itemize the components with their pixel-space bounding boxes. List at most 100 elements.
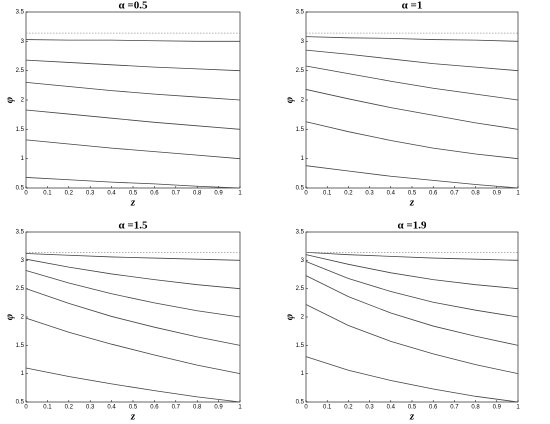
x-tick-label: 0 [304, 191, 308, 197]
curve [25, 270, 241, 318]
y-tick-label: 3 [21, 39, 25, 45]
y-tick-label: 0.5 [16, 186, 25, 192]
x-axis-label: z [409, 197, 415, 209]
y-tick-label: 1.5 [296, 127, 305, 133]
x-tick-label: 1 [516, 405, 520, 411]
x-axis-label: z [409, 411, 415, 423]
x-tick-label: 0.5 [408, 405, 417, 411]
x-tick-label: 0.2 [65, 191, 74, 197]
x-tick-label: 0 [24, 405, 28, 411]
curve [25, 367, 241, 403]
x-tick-label: 0.9 [214, 405, 223, 411]
x-tick-label: 0.4 [107, 405, 116, 411]
curve [25, 253, 241, 261]
x-tick-label: 0.3 [86, 191, 95, 197]
x-tick-label: 0.6 [429, 405, 438, 411]
y-tick-label: 1 [21, 371, 25, 377]
x-tick-label: 0.3 [365, 191, 374, 197]
curve [305, 121, 519, 160]
curve [305, 304, 519, 375]
y-tick-label: 2 [21, 315, 25, 321]
y-tick-label: 2.5 [16, 286, 25, 292]
curve [305, 89, 519, 130]
x-tick-label: 0.3 [365, 405, 374, 411]
curve [305, 261, 519, 318]
curve [305, 49, 519, 72]
x-tick-label: 0.9 [214, 191, 223, 197]
x-tick-label: 0.6 [150, 191, 159, 197]
y-axis-label: φ [284, 96, 296, 103]
x-tick-label: 0.8 [471, 191, 480, 197]
panel-title: α =1.5 [119, 220, 148, 232]
y-tick-label: 2.5 [296, 68, 305, 74]
curve [25, 258, 241, 290]
y-tick-label: 2 [21, 98, 25, 104]
y-tick-label: 3.5 [296, 230, 305, 236]
x-tick-label: 0.8 [471, 405, 480, 411]
x-axis-label: z [130, 411, 136, 423]
x-tick-label: 0.1 [323, 191, 332, 197]
y-axis-label: φ [4, 96, 16, 103]
x-tick-label: 0.4 [107, 191, 116, 197]
y-tick-label: 1 [301, 156, 305, 162]
y-tick-label: 1.5 [16, 343, 25, 349]
x-tick-label: 1 [238, 191, 242, 197]
curve [305, 275, 519, 346]
x-tick-label: 0.5 [129, 191, 138, 197]
x-tick-label: 0.4 [387, 405, 396, 411]
x-tick-label: 0.8 [193, 405, 202, 411]
x-tick-label: 0.7 [172, 191, 181, 197]
y-tick-label: 2 [301, 98, 305, 104]
x-tick-label: 0.2 [344, 191, 353, 197]
curve [305, 254, 519, 290]
panel-title: α =1.9 [398, 220, 427, 232]
y-axis-label: φ [4, 313, 16, 320]
x-tick-label: 0.8 [193, 191, 202, 197]
y-axis-label: φ [284, 313, 296, 320]
curve [25, 288, 241, 346]
curve [25, 317, 241, 375]
x-tick-label: 0.5 [408, 191, 417, 197]
x-tick-label: 0.7 [450, 405, 459, 411]
y-tick-label: 1.5 [16, 127, 25, 133]
x-tick-label: 0.6 [429, 191, 438, 197]
curve [305, 36, 519, 42]
curve [25, 139, 241, 160]
x-tick-label: 0 [304, 405, 308, 411]
curve [305, 165, 519, 189]
plot-frame [305, 11, 519, 189]
y-tick-label: 0.5 [296, 186, 305, 192]
y-tick-label: 2 [301, 315, 305, 321]
y-tick-label: 1.5 [296, 343, 305, 349]
y-tick-label: 2.5 [16, 68, 25, 74]
x-tick-label: 0.1 [43, 405, 52, 411]
y-tick-label: 0.5 [16, 400, 25, 406]
panel-title: α =0.5 [119, 0, 148, 12]
y-tick-label: 1 [301, 371, 305, 377]
x-tick-label: 0.2 [65, 405, 74, 411]
x-tick-label: 0.1 [323, 405, 332, 411]
y-tick-label: 3 [301, 39, 305, 45]
y-tick-label: 1 [21, 156, 25, 162]
x-tick-label: 0.2 [344, 405, 353, 411]
curve [25, 177, 241, 189]
y-tick-label: 3.5 [16, 230, 25, 236]
panel-title: α =1 [402, 0, 423, 12]
x-tick-label: 0.9 [493, 405, 502, 411]
y-tick-label: 3.5 [296, 10, 305, 16]
x-tick-label: 1 [238, 405, 242, 411]
y-tick-label: 2.5 [296, 286, 305, 292]
curve [25, 39, 240, 42]
y-tick-label: 0.5 [296, 400, 305, 406]
curve [305, 356, 519, 403]
x-tick-label: 0.1 [43, 191, 52, 197]
x-tick-label: 0 [24, 191, 28, 197]
y-tick-label: 3.5 [16, 10, 25, 16]
x-tick-label: 0.7 [450, 191, 459, 197]
x-tick-label: 0.3 [86, 405, 95, 411]
x-tick-label: 0.5 [129, 405, 138, 411]
x-tick-label: 0.6 [150, 405, 159, 411]
curve [25, 59, 241, 72]
y-tick-label: 3 [21, 258, 25, 264]
